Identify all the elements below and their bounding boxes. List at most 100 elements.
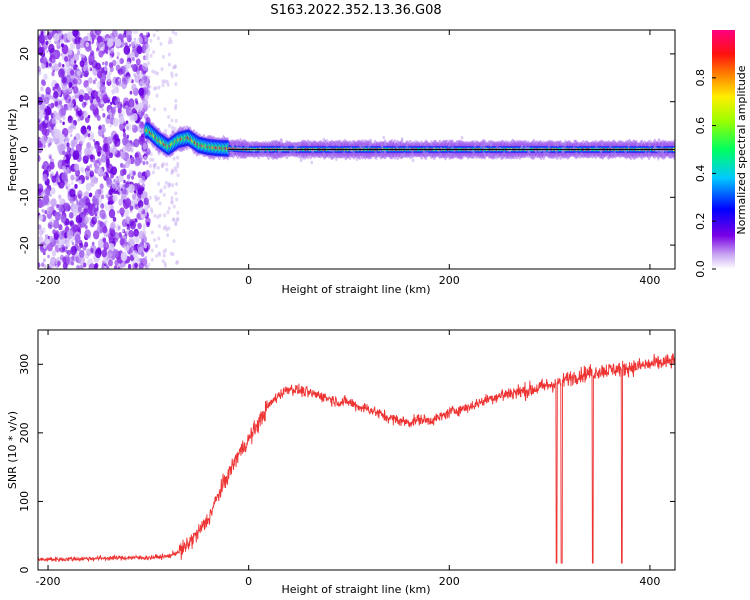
spectrogram-cell (45, 40, 49, 46)
spectrogram-cell (438, 154, 442, 158)
spectrogram-cell (62, 121, 65, 126)
spectrogram-cell (59, 119, 63, 124)
spectrogram-cell (425, 151, 429, 156)
spectrogram-cell (383, 149, 386, 153)
spectrogram-cell (98, 50, 104, 58)
spectrogram-cell (43, 245, 46, 249)
spectrogram-cell (482, 145, 486, 149)
spectrogram-cell (83, 101, 87, 106)
spectrogram-cell (38, 235, 43, 244)
spectrogram-cell (115, 38, 122, 48)
spectrogram-cell (160, 67, 164, 72)
spectrogram-cell (134, 230, 139, 236)
spectrogram-cell (147, 104, 151, 109)
spectrogram-cell (145, 160, 149, 165)
spectrogram-cell (107, 37, 114, 47)
spectrogram-cell (57, 86, 62, 93)
spectrogram-cell (376, 154, 379, 158)
spectrogram-cell (119, 238, 125, 246)
spectrogram-cell (44, 96, 50, 105)
spectrogram-cell (167, 40, 171, 45)
spectrogram-cell (88, 95, 92, 101)
spectrogram-cell (103, 265, 107, 269)
spectrogram-cell (77, 79, 81, 84)
spectrogram-cell (94, 204, 98, 209)
spectrogram-cell (51, 249, 57, 257)
spectrogram-cell (44, 234, 49, 240)
spectrogram-cell (412, 141, 415, 145)
spectrogram-cell (163, 185, 167, 190)
spectrogram-cell (145, 116, 151, 124)
spectrogram-cell (561, 141, 565, 146)
spectrogram-cell (81, 197, 85, 203)
spectrogram-cell (118, 116, 125, 125)
spectrogram-cell (154, 243, 158, 248)
spectrogram-cell (140, 241, 145, 246)
spectrogram-cell (151, 69, 155, 74)
spectrogram-cell (41, 208, 45, 213)
spectrogram-cell (173, 65, 177, 70)
spectrogram-cell (534, 149, 538, 154)
spectrogram-cell (76, 70, 81, 77)
spectrogram-cell (157, 181, 161, 186)
spectrogram-cell (537, 149, 541, 154)
spectrogram-cell (131, 83, 137, 92)
spectrogram-cell (106, 75, 112, 83)
spectrogram-cell (149, 157, 153, 162)
spectrogram-cell (89, 163, 93, 168)
spectrogram-cell (627, 153, 631, 157)
spectrogram-cell (95, 95, 99, 100)
spectrogram-cell (96, 166, 99, 171)
spectrogram-cell (292, 142, 296, 147)
spectrogram-cell (90, 145, 94, 152)
spectrogram-cell (64, 55, 69, 63)
spectrogram-cell (401, 153, 405, 158)
spectrogram-cell (167, 114, 171, 119)
spectrogram-cell (626, 139, 630, 144)
spectrogram-cell (107, 115, 111, 120)
spectrogram-cell (489, 143, 493, 148)
spectrogram-cell (141, 44, 147, 52)
spectrogram-cell (93, 109, 99, 118)
spectrogram-cell (554, 154, 558, 158)
spectrogram-cell (489, 142, 493, 147)
spectrogram-cell (175, 197, 179, 202)
spectrogram-cell (108, 152, 114, 159)
spectrogram-cell (38, 109, 44, 120)
spectrogram-cell (405, 143, 409, 148)
spectrogram-xtick-label: 0 (245, 274, 252, 287)
spectrogram-cell (150, 248, 154, 253)
spectrogram-cell (337, 143, 341, 147)
spectrogram-cell (101, 107, 104, 112)
spectrogram-cell (49, 235, 54, 243)
spectrogram-cell (50, 198, 57, 208)
spectrogram-cell (107, 259, 113, 267)
spectrogram-cell (400, 137, 404, 141)
spectrogram-cell (88, 192, 93, 198)
snr-xtick-label: 0 (245, 575, 252, 588)
spectrogram-cell (311, 149, 315, 153)
spectrogram-cell (395, 145, 399, 149)
spectrogram-cell (104, 61, 109, 66)
spectrogram-cell (120, 193, 127, 202)
spectrogram-cell (124, 242, 128, 247)
spectrogram-cell (447, 152, 450, 156)
spectrogram-cell (58, 197, 64, 205)
spectrogram-cell (114, 105, 117, 109)
spectrogram-cell (155, 93, 159, 98)
spectrogram-cell (170, 199, 174, 204)
spectrogram-cell (52, 229, 56, 235)
spectrogram-cell (42, 173, 48, 182)
spectrogram-cell (75, 169, 81, 177)
spectrogram-cell (118, 78, 121, 82)
spectrogram-cell (94, 77, 98, 82)
spectrogram-cell (589, 154, 592, 158)
spectrogram-cell (58, 224, 63, 231)
spectrogram-cell (599, 150, 603, 154)
spectrogram-cell (88, 54, 95, 64)
spectrogram-cell (160, 164, 164, 169)
spectrogram-cell (91, 197, 96, 203)
spectrogram-cell (40, 86, 44, 92)
spectrogram-cell (556, 143, 559, 147)
spectrogram-cell (117, 107, 122, 114)
